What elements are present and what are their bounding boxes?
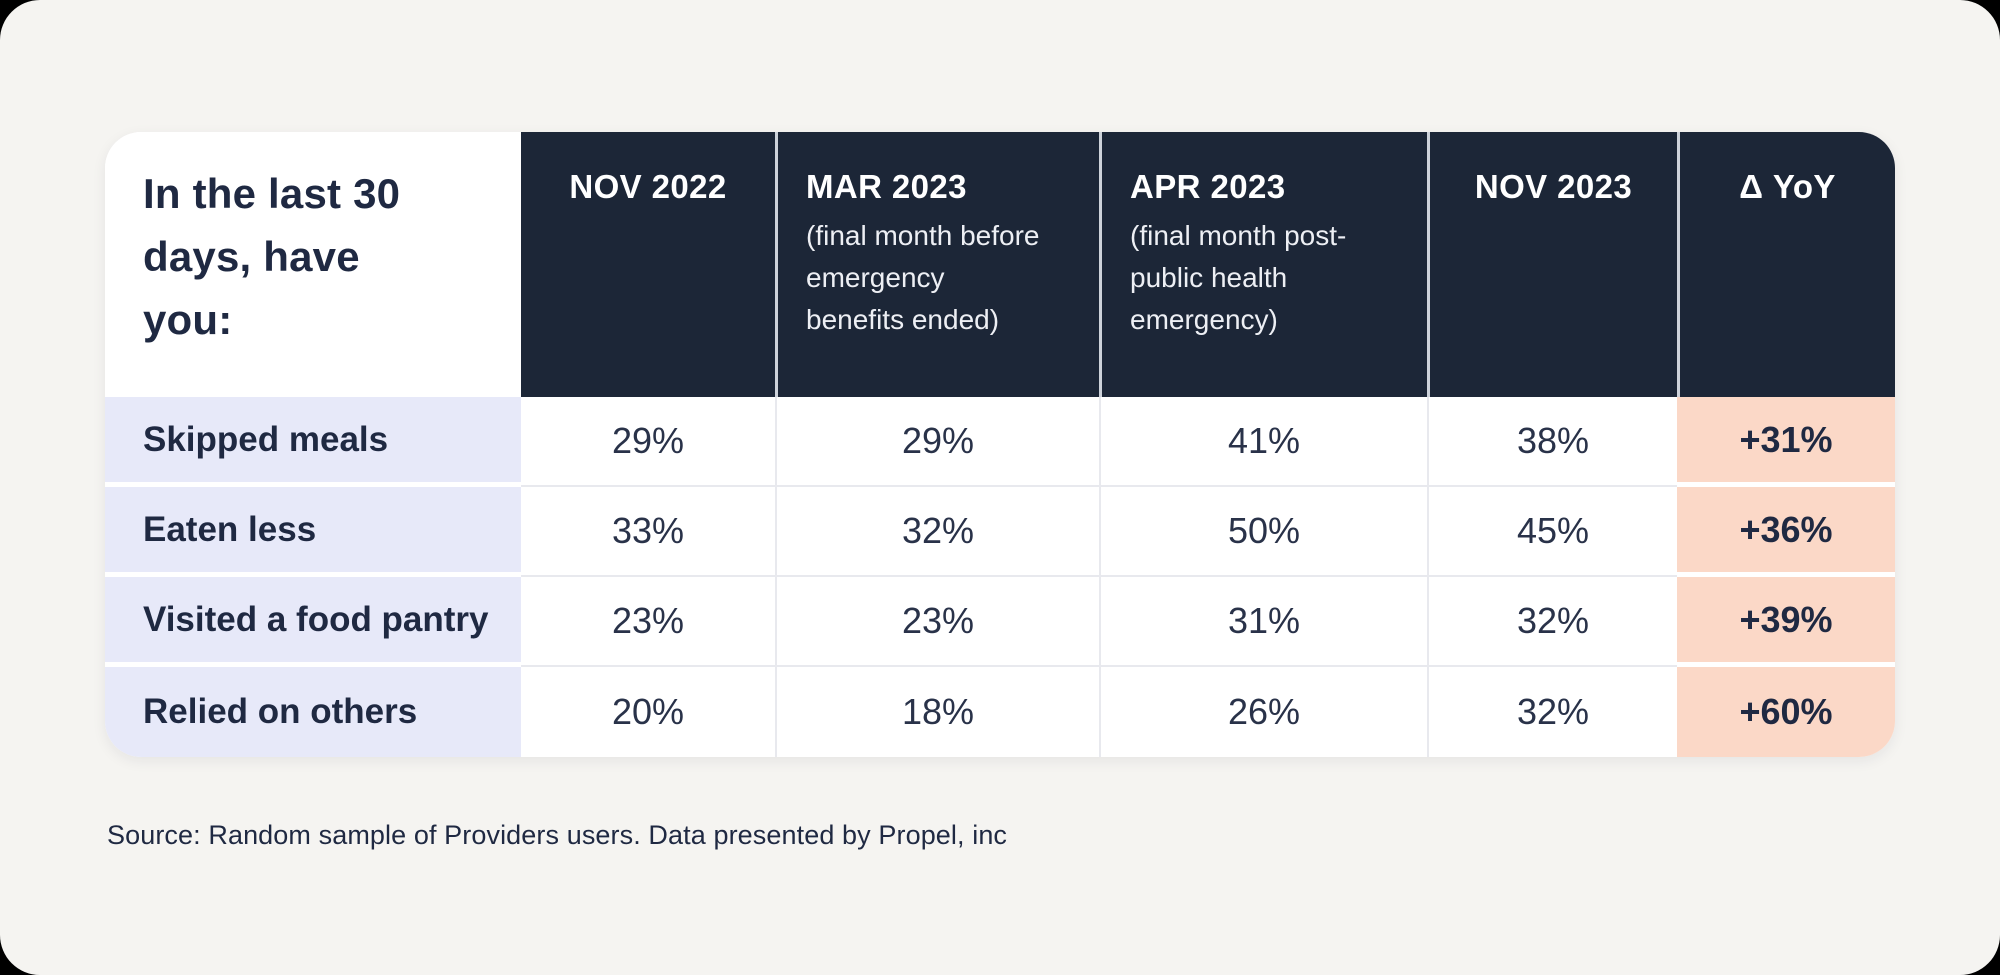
row-label-relied-on-others: Relied on others: [105, 667, 521, 757]
row-label-visited-food-pantry: Visited a food pantry: [105, 577, 521, 667]
value-cell: 26%: [1099, 667, 1427, 757]
table-title: In the last 30 days, have you:: [143, 170, 401, 343]
column-header-label: Δ YoY: [1739, 168, 1836, 205]
row-label-eaten-less: Eaten less: [105, 487, 521, 577]
column-header-subtitle: (final month before emergency benefits e…: [806, 220, 1040, 335]
source-attribution: Source: Random sample of Providers users…: [107, 820, 1008, 850]
delta-cell: +39%: [1677, 577, 1895, 667]
column-header-label: NOV 2022: [569, 168, 727, 205]
column-header-nov-2023: NOV 2023: [1427, 132, 1677, 397]
value-cell: 31%: [1099, 577, 1427, 667]
value-cell: 32%: [1427, 667, 1677, 757]
column-header-label: APR 2023: [1130, 168, 1286, 205]
survey-data-table: In the last 30 days, have you: NOV 2022 …: [105, 132, 1895, 757]
value-cell: 29%: [775, 397, 1099, 487]
column-header-label: MAR 2023: [806, 168, 967, 205]
value-cell: 38%: [1427, 397, 1677, 487]
value-cell: 50%: [1099, 487, 1427, 577]
value-cell: 23%: [775, 577, 1099, 667]
column-header-apr-2023: APR 2023 (final month post-public health…: [1099, 132, 1427, 397]
value-cell: 20%: [521, 667, 775, 757]
column-header-subtitle: (final month post-public health emergenc…: [1130, 220, 1347, 335]
delta-cell: +36%: [1677, 487, 1895, 577]
value-cell: 41%: [1099, 397, 1427, 487]
value-cell: 29%: [521, 397, 775, 487]
value-cell: 32%: [1427, 577, 1677, 667]
value-cell: 23%: [521, 577, 775, 667]
value-cell: 45%: [1427, 487, 1677, 577]
row-label-skipped-meals: Skipped meals: [105, 397, 521, 487]
value-cell: 33%: [521, 487, 775, 577]
table-corner-header-cell: In the last 30 days, have you:: [105, 132, 521, 397]
column-header-nov-2022: NOV 2022: [521, 132, 775, 397]
value-cell: 18%: [775, 667, 1099, 757]
column-header-label: NOV 2023: [1474, 168, 1633, 205]
delta-cell: +31%: [1677, 397, 1895, 487]
value-cell: 32%: [775, 487, 1099, 577]
column-header-mar-2023: MAR 2023 (final month before emergency b…: [775, 132, 1099, 397]
column-header-delta-yoy: Δ YoY: [1677, 132, 1895, 397]
delta-cell: +60%: [1677, 667, 1895, 757]
